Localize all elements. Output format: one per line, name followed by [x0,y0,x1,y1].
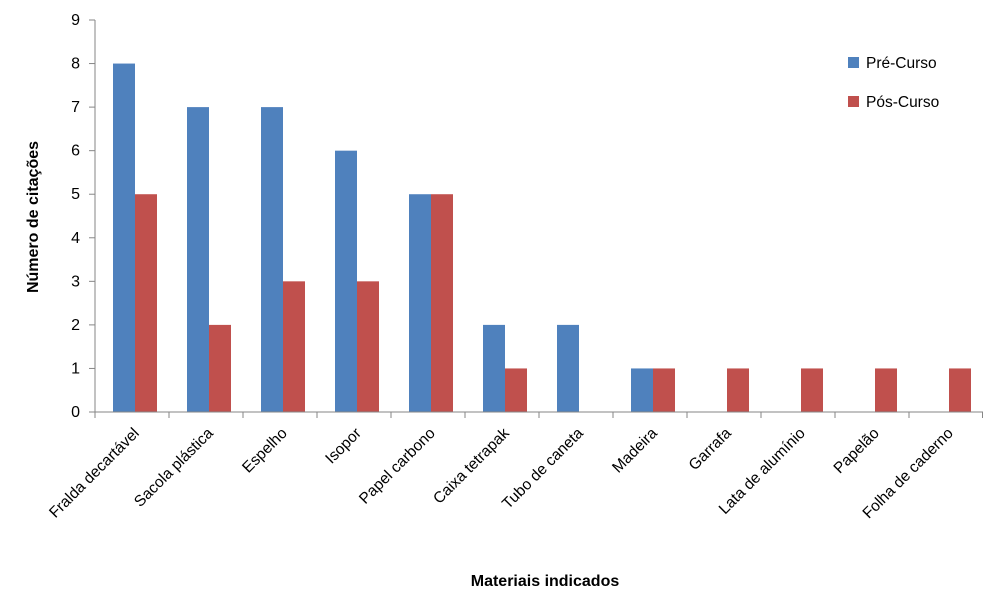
bar-pre-curso [261,107,283,412]
x-category-label: Madeira [609,425,661,477]
y-tick-label: 8 [71,56,80,73]
legend-label-pos-curso: Pós-Curso [866,94,939,111]
y-tick-label: 4 [71,230,80,247]
bar-pre-curso [631,368,653,412]
bar-pos-curso [283,281,305,412]
legend-swatch-pos-curso [848,96,859,107]
bar-pos-curso [209,324,231,412]
bar-pre-curso [483,324,505,412]
x-category-label: Sacola plástica [131,425,217,511]
bar-pos-curso [801,368,823,412]
bar-pos-curso [875,368,897,412]
bar-pre-curso [187,107,209,412]
bars-group [113,63,971,413]
bar-pos-curso [357,281,379,412]
y-tick-label: 6 [71,143,80,160]
x-category-label: Tubo de caneta [499,425,587,513]
bar-pos-curso [949,368,971,412]
y-axis-ticks: 0 1 2 3 4 5 6 7 8 9 [71,12,95,421]
x-category-label: Espelho [239,425,291,477]
x-category-label: Caixa tetrapak [430,425,513,508]
y-tick-label: 7 [71,99,80,116]
y-tick-label: 0 [71,404,80,421]
bar-pre-curso [335,150,357,412]
bar-pos-curso [505,368,527,412]
bar-pos-curso [727,368,749,412]
y-tick-label: 5 [71,186,80,203]
legend: Pré-Curso Pós-Curso [848,55,939,111]
bar-pre-curso [557,324,579,412]
x-category-label: Fralda decartável [46,425,143,522]
bar-pos-curso [135,194,157,412]
legend-swatch-pre-curso [848,57,859,68]
legend-label-pre-curso: Pré-Curso [866,55,937,72]
y-tick-label: 9 [71,12,80,29]
x-axis-title: Materiais indicados [471,573,620,590]
bar-pre-curso [113,63,135,413]
x-category-label: Isopor [322,425,364,467]
bar-pos-curso [653,368,675,412]
x-category-label: Papel carbono [356,425,439,508]
y-tick-label: 2 [71,317,80,334]
axes [94,20,983,418]
y-tick-label: 1 [71,360,80,377]
x-category-label: Garrafa [686,425,735,474]
x-category-label: Papelão [831,425,883,477]
bar-pos-curso [431,194,453,412]
y-tick-label: 3 [71,273,80,290]
y-axis-title: Número de citações [25,141,42,293]
bar-pre-curso [409,194,431,412]
